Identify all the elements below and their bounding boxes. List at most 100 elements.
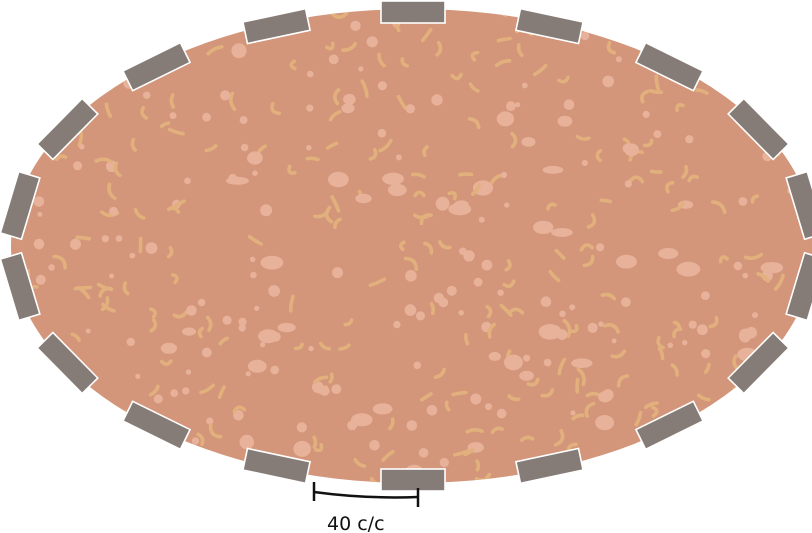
speckle-pebble <box>595 415 615 431</box>
speckle-arc <box>247 234 263 246</box>
speckle-dot <box>478 216 485 223</box>
speckle-dot <box>74 42 84 52</box>
speckle-dot <box>808 101 812 110</box>
speckle-dot <box>631 454 643 467</box>
speckle-arc <box>665 180 675 194</box>
speckle-arc <box>115 424 126 439</box>
speckle-dot <box>145 465 157 478</box>
speckle-arc <box>101 302 116 313</box>
speckle-arc <box>576 367 586 387</box>
speckle-dot <box>598 321 604 327</box>
speckle-pebble <box>715 409 734 421</box>
speckle-pebble <box>277 322 296 333</box>
speckle-dot <box>620 472 628 480</box>
speckle-pebble <box>226 176 249 185</box>
speckle-arc <box>11 62 22 72</box>
speckle-arc <box>554 248 566 260</box>
speckle-dot <box>97 18 107 28</box>
speckle-arc <box>130 472 148 482</box>
speckle-dot <box>701 349 711 359</box>
speckle-arc <box>338 343 351 351</box>
speckle-arc <box>732 354 739 370</box>
speckle-dot <box>785 50 793 59</box>
perimeter-block <box>0 170 41 241</box>
speckle-arc <box>799 347 812 356</box>
speckle-arc <box>780 428 786 444</box>
speckle-arc <box>687 174 699 183</box>
speckle-arc <box>610 349 627 359</box>
speckle-dot <box>602 75 614 88</box>
speckle-arc <box>487 322 496 339</box>
speckle-arc <box>217 385 226 400</box>
speckle-arc <box>586 213 597 229</box>
speckle-arc <box>795 381 808 397</box>
speckle-dot <box>358 66 364 72</box>
speckle-dot <box>481 259 493 271</box>
speckle-dot <box>93 21 99 27</box>
speckle-arc <box>654 74 660 91</box>
speckle-arc <box>313 375 329 384</box>
speckle-dot <box>580 31 590 41</box>
speckle-dot <box>296 422 307 433</box>
speckle-arc <box>149 307 157 319</box>
speckle-pebble <box>355 193 372 204</box>
speckle-dot <box>752 312 758 319</box>
speckle-pebble <box>113 19 128 32</box>
speckle-dot <box>395 154 402 161</box>
perimeter-blocks <box>0 0 812 492</box>
speckle-dot <box>176 461 183 468</box>
speckle-dot <box>185 369 192 375</box>
speckle-arc <box>553 428 565 447</box>
speckle-arc <box>143 471 161 478</box>
speckle-arc <box>71 9 87 11</box>
speckle-arc <box>32 57 39 76</box>
speckle-arc <box>520 435 535 442</box>
speckle-dot <box>308 345 314 352</box>
speckle-arc <box>730 61 750 67</box>
speckle-dot <box>126 337 135 347</box>
perimeter-block <box>380 468 446 492</box>
speckle-dot <box>259 341 266 348</box>
speckle-arc <box>333 217 342 230</box>
perimeter-block <box>514 7 585 45</box>
speckle-dot <box>11 56 21 67</box>
speckle-dot <box>319 386 330 396</box>
speckle-arc <box>582 254 595 268</box>
speckle-arc <box>732 387 738 403</box>
perimeter-block <box>121 400 192 451</box>
speckle-arc <box>313 209 330 219</box>
speckle-dot <box>182 387 190 395</box>
speckle-arc <box>470 50 480 62</box>
speckle-arc <box>169 93 175 109</box>
speckle-dot <box>11 407 13 414</box>
speckle-dot <box>405 270 417 282</box>
speckle-arc <box>710 409 720 426</box>
speckle-pebble <box>182 327 196 336</box>
speckle-arc <box>575 134 591 141</box>
speckle-pebble <box>571 358 593 369</box>
speckle-arc <box>451 390 468 397</box>
speckle-arc <box>781 476 794 483</box>
oval-slab <box>11 9 812 483</box>
speckle-dot <box>13 19 26 32</box>
speckle-arc <box>649 169 663 174</box>
speckle-arc <box>167 127 185 136</box>
speckle-arc <box>137 32 148 46</box>
speckle-dot <box>393 320 401 329</box>
speckle-dot <box>240 143 249 152</box>
speckle-arc <box>502 279 516 288</box>
speckle-arc <box>293 342 304 351</box>
speckle-arc <box>71 56 88 65</box>
speckle-arc <box>360 79 369 98</box>
speckle-dot <box>73 161 83 171</box>
speckle-dot <box>563 99 575 110</box>
speckle-arc <box>17 117 32 130</box>
speckle-arc <box>711 200 727 215</box>
speckle-dot <box>682 339 688 346</box>
speckle-arc <box>640 89 649 104</box>
speckle-arc <box>155 9 169 12</box>
speckle-arc <box>595 0 598 7</box>
speckle-dot <box>515 102 521 108</box>
speckle-dot <box>238 317 247 326</box>
speckle-arc <box>318 341 332 351</box>
